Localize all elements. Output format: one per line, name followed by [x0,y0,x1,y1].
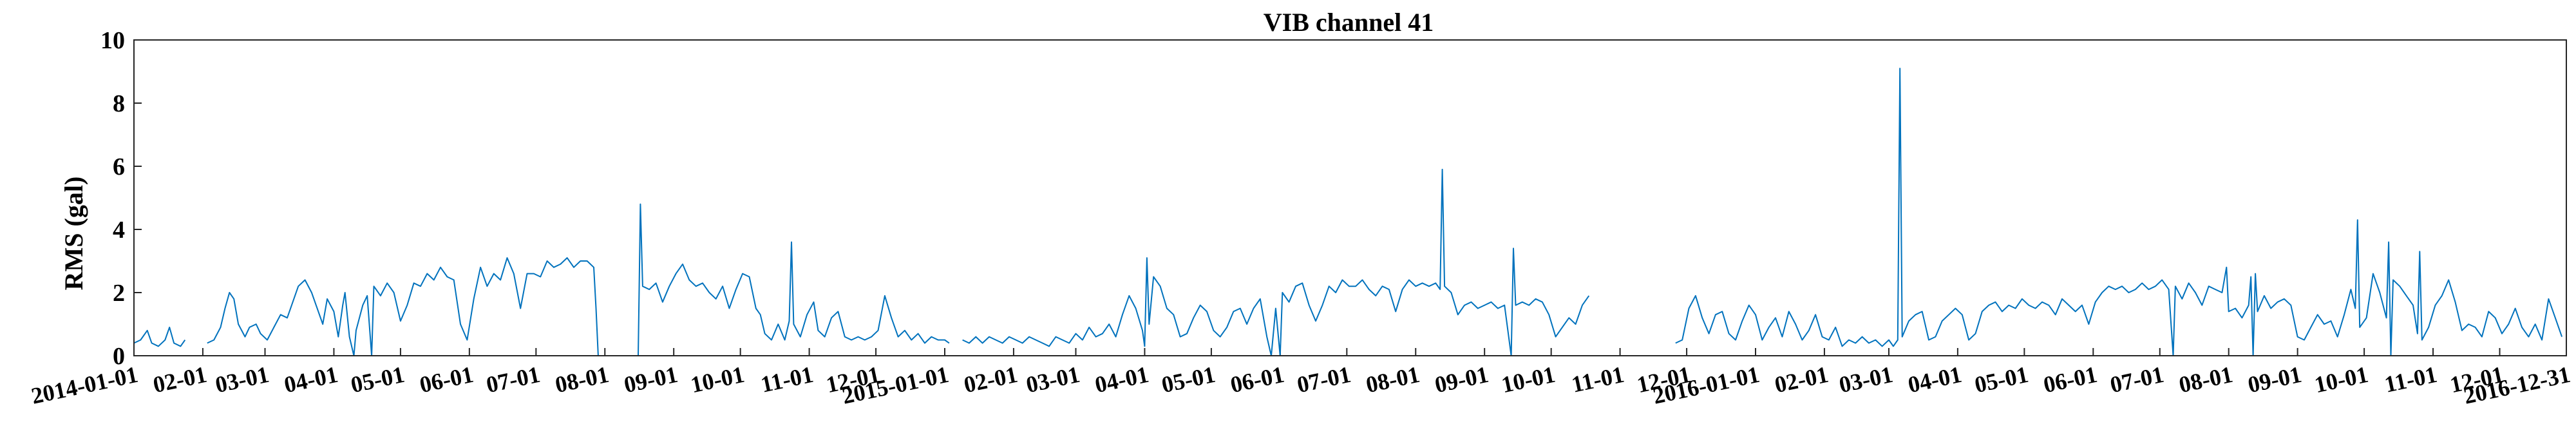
x-tick-label: 2014-01-01 [29,362,140,409]
x-tick-label: 06-01 [2041,362,2099,398]
x-tick-label: 07-01 [1295,362,1353,398]
x-tick-label: 02-01 [961,362,1019,398]
x-tick-label: 07-01 [484,362,542,398]
x-tick-label: 09-01 [2246,362,2304,398]
chart-title: VIB channel 41 [1264,8,1434,37]
x-tick-label: 03-01 [1024,362,1082,398]
y-tick-label: 0 [113,343,125,370]
x-tick-label: 08-01 [1363,362,1421,398]
x-tick-label: 10-01 [1499,362,1557,398]
x-tick-label: 07-01 [2108,362,2166,398]
y-axis-label: RMS (gal) [59,177,88,291]
x-tick-label: 02-01 [1772,362,1830,398]
x-tick-label: 04-01 [1906,362,1964,398]
x-axis-ticks: 2014-01-01 02-01 03-01 04-01 05-01 06-01 07-01… [29,348,2573,409]
x-tick-label: 08-01 [553,362,611,398]
y-tick-label: 6 [113,153,125,180]
x-tick-label: 09-01 [1432,362,1490,398]
series-group [133,68,2563,356]
series-line-segment [207,203,950,356]
y-axis-ticks: 0 2 4 6 8 10 [100,27,142,370]
x-tick-label: 05-01 [1159,362,1217,398]
x-tick-label: 02-01 [151,362,209,398]
x-tick-label: 06-01 [1228,362,1286,398]
x-tick-label: 03-01 [1837,362,1895,398]
series-line-segment [1675,68,2563,356]
x-tick-label: 11-01 [2382,362,2439,398]
x-tick-label: 05-01 [348,362,406,398]
y-tick-label: 2 [113,280,125,307]
x-tick-label: 04-01 [282,362,340,398]
plot-area-frame [133,39,2567,356]
x-tick-label: 10-01 [2312,362,2370,398]
x-tick-label: 11-01 [1569,362,1627,398]
series-line-segment [962,168,1590,356]
x-tick-label: 10-01 [688,362,746,398]
y-tick-label: 4 [113,217,125,244]
y-tick-label: 8 [113,90,125,117]
x-tick-label: 06-01 [417,362,475,398]
y-tick-label: 10 [100,27,125,54]
series-line-segment [133,326,186,347]
x-tick-label: 03-01 [213,362,271,398]
x-tick-label: 11-01 [759,362,816,398]
x-tick-label: 04-01 [1093,362,1151,398]
x-tick-label: 05-01 [1973,362,2031,398]
x-tick-label: 08-01 [2177,362,2235,398]
x-tick-label: 09-01 [621,362,679,398]
